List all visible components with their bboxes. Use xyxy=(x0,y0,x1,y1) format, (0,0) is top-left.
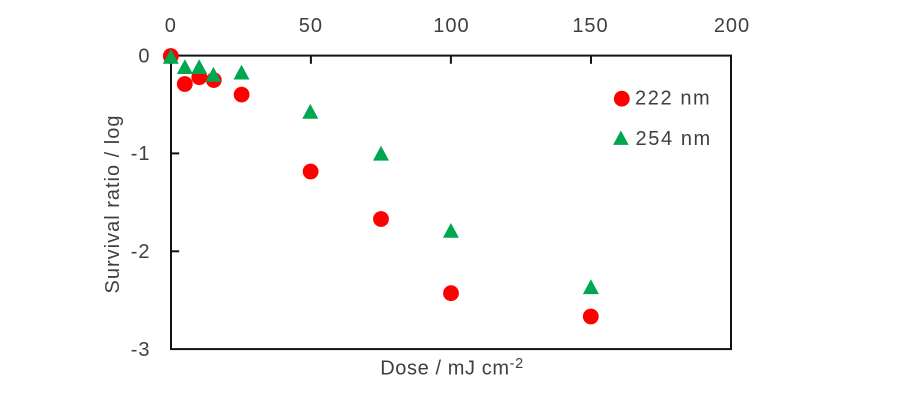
svg-text:Survival ratio / log: Survival ratio / log xyxy=(102,115,124,294)
svg-text:150: 150 xyxy=(572,15,608,37)
svg-text:0: 0 xyxy=(138,45,150,67)
svg-text:Dose / mJ cm-2: Dose / mJ cm-2 xyxy=(380,356,524,380)
svg-text:50: 50 xyxy=(299,15,323,37)
svg-text:0: 0 xyxy=(165,15,177,37)
svg-text:222 nm: 222 nm xyxy=(635,87,711,109)
svg-text:254 nm: 254 nm xyxy=(636,128,712,150)
svg-text:-3: -3 xyxy=(131,339,151,361)
svg-text:-2: -2 xyxy=(131,241,151,263)
svg-text:-1: -1 xyxy=(131,143,151,165)
svg-text:100: 100 xyxy=(433,15,469,37)
svg-text:200: 200 xyxy=(714,15,750,37)
